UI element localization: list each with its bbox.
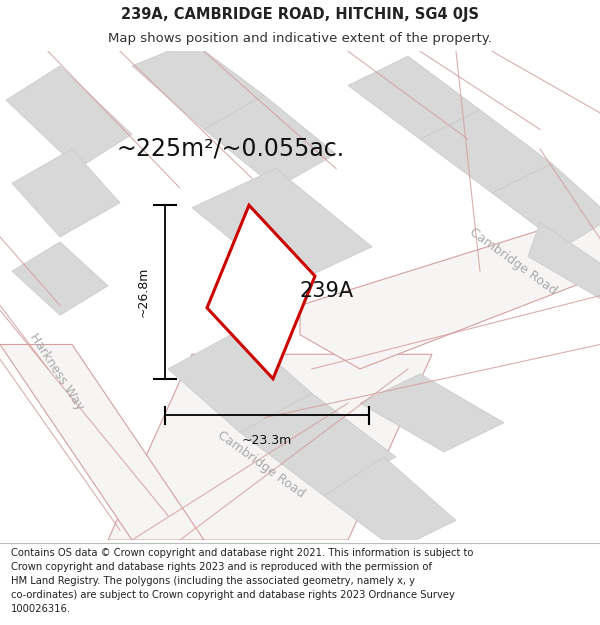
Text: ~26.8m: ~26.8m [137, 267, 150, 317]
Polygon shape [240, 393, 396, 496]
Polygon shape [348, 56, 480, 139]
Polygon shape [420, 110, 552, 193]
Polygon shape [204, 95, 336, 188]
Text: Cambridge Road: Cambridge Road [467, 226, 559, 298]
Text: ~23.3m: ~23.3m [242, 434, 292, 447]
Text: 239A, CAMBRIDGE ROAD, HITCHIN, SG4 0JS: 239A, CAMBRIDGE ROAD, HITCHIN, SG4 0JS [121, 7, 479, 22]
Text: ~225m²/~0.055ac.: ~225m²/~0.055ac. [117, 137, 345, 161]
Polygon shape [492, 164, 600, 247]
Text: Cambridge Road: Cambridge Road [215, 428, 307, 500]
Polygon shape [360, 374, 504, 452]
Polygon shape [207, 205, 315, 379]
Polygon shape [132, 41, 264, 129]
Text: 239A: 239A [300, 281, 354, 301]
Polygon shape [0, 344, 204, 540]
Polygon shape [108, 354, 432, 540]
Polygon shape [192, 169, 372, 286]
Polygon shape [528, 222, 600, 306]
Text: Harkness Way: Harkness Way [28, 331, 86, 412]
Polygon shape [168, 330, 312, 432]
Polygon shape [6, 66, 132, 169]
Polygon shape [12, 149, 120, 237]
Text: Contains OS data © Crown copyright and database right 2021. This information is : Contains OS data © Crown copyright and d… [11, 549, 473, 614]
Polygon shape [12, 242, 108, 315]
Polygon shape [300, 208, 600, 369]
Polygon shape [324, 457, 456, 550]
Text: Map shows position and indicative extent of the property.: Map shows position and indicative extent… [108, 32, 492, 45]
